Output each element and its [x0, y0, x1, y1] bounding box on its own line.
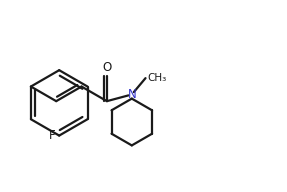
- Text: CH₃: CH₃: [147, 73, 166, 83]
- Text: F: F: [49, 129, 55, 142]
- Text: N: N: [127, 88, 136, 101]
- Text: O: O: [102, 61, 111, 74]
